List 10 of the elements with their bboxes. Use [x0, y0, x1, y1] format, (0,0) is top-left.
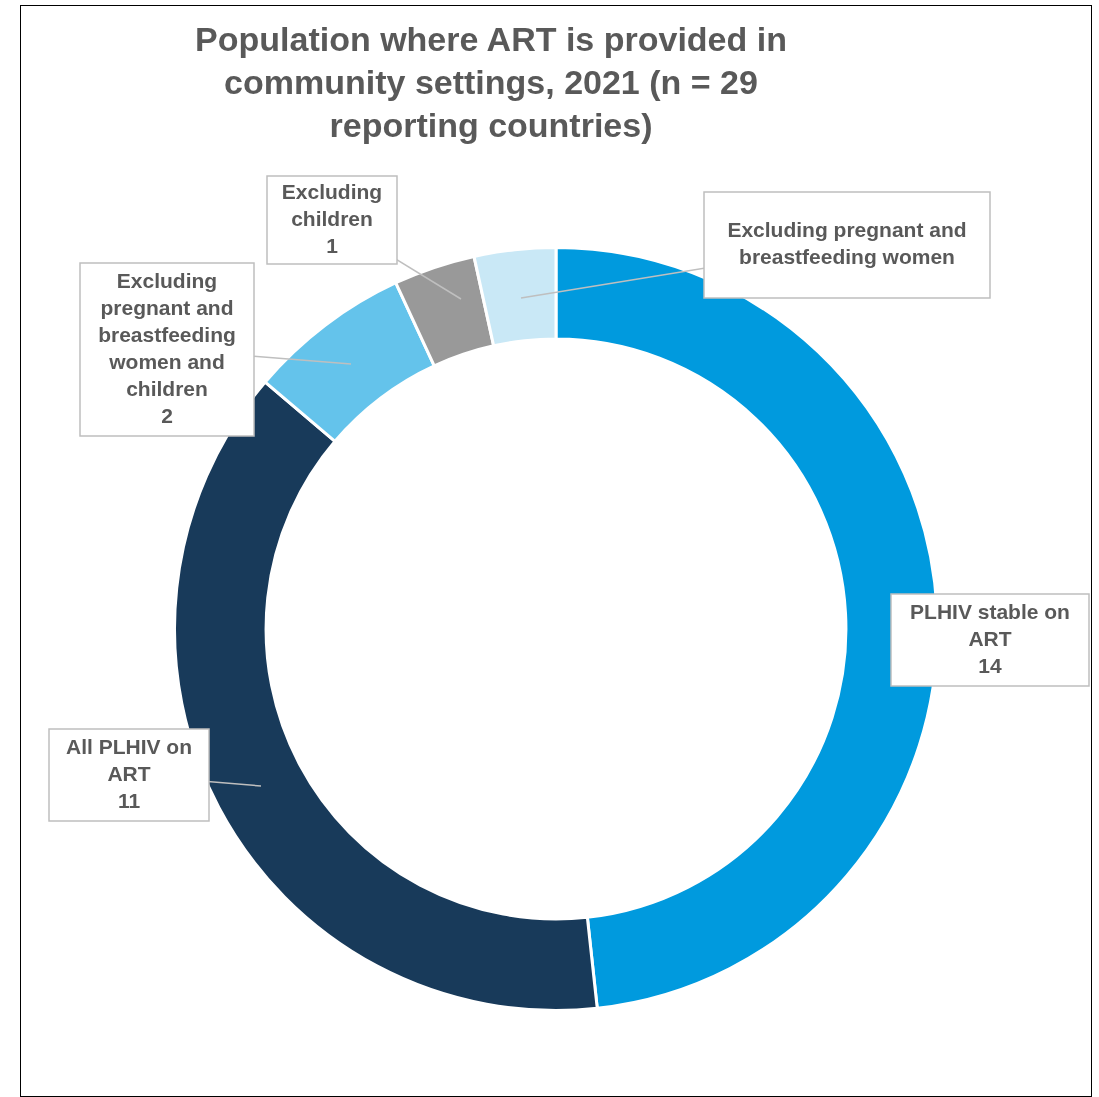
chart-title: Population where ART is provided in community settings, 2021 (n = 29 reporting countries) — [194, 19, 788, 146]
data-label: 14 — [978, 653, 1002, 677]
slice-label: Excluding pregnant and breastfeeding women and children — [98, 268, 236, 400]
slice-label: Excluding pregnant and breastfeeding women — [727, 218, 967, 269]
slice-label: All PLHIV on ART — [66, 734, 192, 785]
data-label: 11 — [117, 788, 141, 812]
slice-label: PLHIV stable on ART — [910, 599, 1070, 650]
data-label: 1 — [326, 233, 339, 257]
slice-label: Excluding children — [281, 179, 383, 230]
data-label: 2 — [161, 403, 173, 427]
